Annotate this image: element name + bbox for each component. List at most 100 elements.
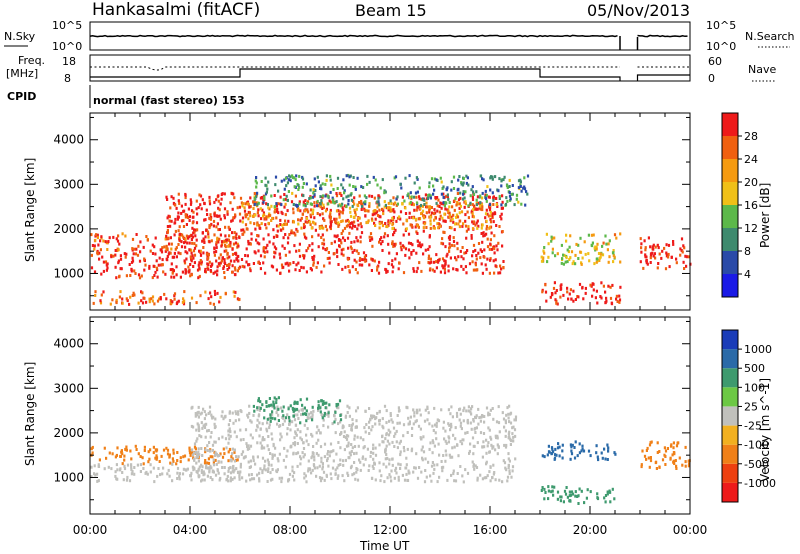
scatter-cell [216, 222, 219, 226]
scatter-cell [480, 250, 483, 253]
scatter-cell [649, 459, 653, 463]
scatter-cell [336, 466, 339, 470]
scatter-cell [648, 443, 652, 447]
scatter-cell [502, 459, 505, 463]
scatter-cell [98, 257, 101, 261]
scatter-cell [342, 197, 345, 201]
scatter-cell [284, 219, 287, 223]
scatter-cell [321, 226, 324, 230]
scatter-cell [418, 261, 421, 265]
scatter-cell [421, 204, 425, 208]
scatter-cell [430, 177, 434, 181]
scatter-cell [313, 455, 316, 459]
scatter-cell [126, 475, 129, 479]
scatter-cell [214, 293, 217, 296]
scatter-cell [125, 274, 128, 278]
scatter-cell [574, 253, 577, 257]
scatter-cell [493, 247, 496, 251]
colorbar-tick-label: 100 [744, 381, 765, 394]
scatter-cell [307, 467, 310, 471]
scatter-cell [352, 215, 355, 219]
scatter-cell [498, 478, 501, 482]
scatter-cell [344, 436, 347, 439]
colorbar-swatch [722, 159, 738, 182]
scatter-cell [256, 191, 259, 195]
scatter-cell [229, 476, 232, 480]
scatter-cell [306, 200, 310, 204]
scatter-cell [450, 243, 454, 247]
scatter-cell [281, 422, 285, 426]
scatter-cell [560, 243, 563, 247]
scatter-cell [223, 192, 226, 196]
scatter-cell [396, 216, 400, 220]
scatter-cell [674, 459, 677, 462]
scatter-cell [188, 241, 191, 245]
scatter-cell [321, 465, 324, 469]
scatter-cell [423, 203, 426, 206]
scatter-cell [297, 222, 300, 226]
scatter-cell [391, 457, 394, 461]
scatter-cell [119, 290, 122, 294]
scatter-cell [258, 421, 261, 425]
scatter-cell [413, 414, 416, 418]
scatter-cell [672, 441, 675, 445]
scatter-cell [472, 418, 475, 421]
scatter-cell [227, 238, 230, 242]
scatter-cell [265, 215, 268, 219]
scatter-cell [488, 226, 491, 230]
scatter-cell [198, 193, 201, 197]
scatter-cell [272, 404, 275, 407]
scatter-cell [595, 257, 598, 261]
scatter-cell [323, 478, 326, 482]
scatter-cell [364, 430, 367, 434]
scatter-cell [471, 254, 474, 258]
scatter-cell [349, 245, 352, 249]
scatter-cell [525, 190, 528, 194]
scatter-cell [402, 423, 406, 427]
colorbar-swatch [722, 330, 738, 350]
scatter-cell [353, 461, 356, 464]
scatter-cell [301, 212, 304, 216]
scatter-cell [470, 236, 473, 240]
scatter-cell [544, 491, 547, 494]
scatter-cell [166, 216, 169, 220]
scatter-cell [613, 497, 616, 501]
scatter-cell [486, 212, 489, 216]
scatter-cell [145, 300, 148, 304]
scatter-cell [363, 194, 366, 198]
scatter-cell [306, 220, 309, 224]
scatter-cell [419, 427, 422, 431]
scatter-cell [134, 272, 137, 275]
scatter-cell [563, 489, 567, 493]
scatter-cell [360, 231, 364, 235]
scatter-cell [267, 435, 270, 438]
scatter-cell [377, 271, 381, 275]
scatter-cell [274, 446, 277, 450]
scatter-cell [599, 252, 603, 256]
scatter-cell [187, 207, 190, 211]
scatter-cell [272, 228, 275, 232]
scatter-cell [305, 439, 308, 443]
scatter-cell [151, 252, 155, 255]
scatter-cell [640, 463, 643, 467]
scatter-cell [428, 193, 431, 197]
scatter-cell [279, 432, 282, 436]
scatter-cell [238, 236, 241, 240]
scatter-cell [131, 294, 134, 297]
scatter-cell [235, 236, 238, 240]
scatter-cell [275, 470, 279, 474]
scatter-cell [436, 209, 439, 213]
scatter-cell [293, 402, 296, 406]
scatter-cell [355, 249, 359, 253]
scatter-cell [258, 224, 261, 228]
scatter-cell [606, 490, 609, 494]
scatter-cell [348, 424, 351, 427]
scatter-cell [470, 407, 473, 411]
scatter-cell [264, 192, 268, 196]
scatter-cell [181, 233, 184, 237]
scatter-cell [279, 218, 282, 222]
scatter-cell [184, 468, 187, 472]
scatter-cell [249, 205, 252, 209]
scatter-cell [581, 447, 584, 451]
scatter-cell [137, 452, 140, 456]
